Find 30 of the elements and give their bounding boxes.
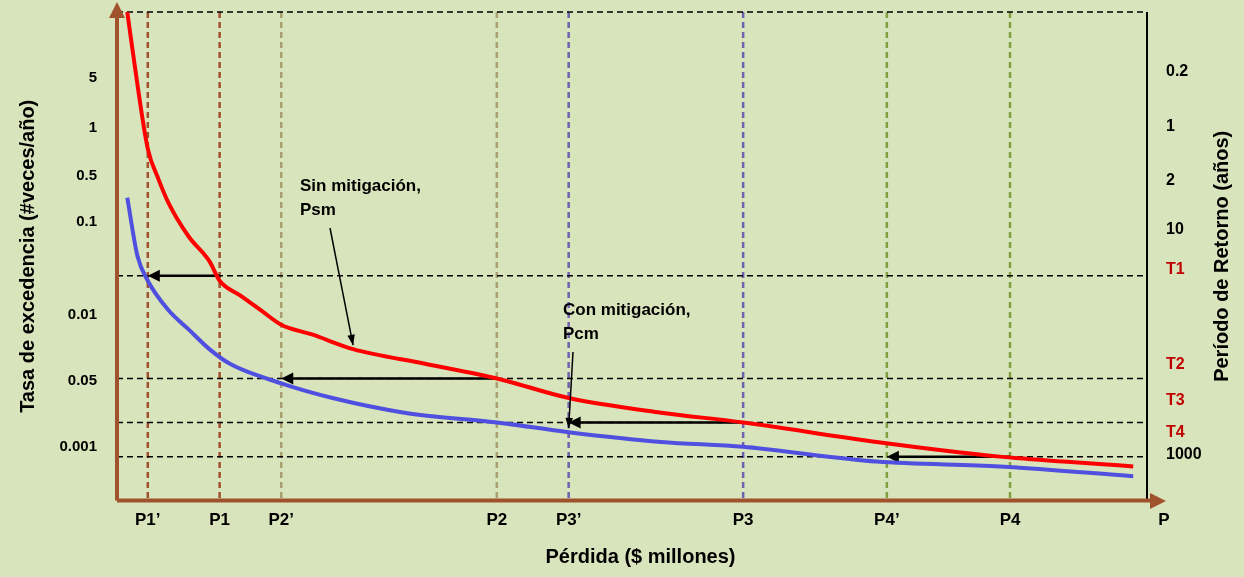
text: T3 (1166, 391, 1185, 409)
text: 0.5 (76, 166, 97, 184)
text: 10 (1166, 220, 1184, 238)
text: T4 (1166, 423, 1185, 441)
x-tick-label: P1’ (135, 510, 161, 530)
text: 1 (88, 118, 97, 136)
text: 1000 (1166, 445, 1202, 463)
y-axis-title: Tasa de excedencia (#veces/año) (15, 99, 38, 413)
x-tick-label: P2 (486, 510, 508, 530)
x-tick-label: P (1158, 510, 1170, 530)
text: 2 (1166, 171, 1175, 189)
y2-axis-title: Período de Retorno (años) (1209, 130, 1232, 382)
annotation: Con mitigación, Pcm (563, 299, 691, 343)
text: 1 (1166, 117, 1175, 135)
x-tick-label: P2’ (268, 510, 294, 530)
text: 0.05 (67, 371, 97, 389)
x-tick-label: P3 (732, 510, 754, 530)
x-tick-label: P1 (209, 510, 231, 530)
text: T1 (1166, 260, 1185, 278)
annotation: Sin mitigación, Psm (300, 175, 421, 219)
x-axis-title: Pérdida ($ millones) (545, 544, 736, 567)
text: 0.2 (1166, 62, 1189, 80)
text: 0.1 (76, 212, 97, 230)
text: 0.01 (67, 305, 97, 323)
x-tick-label: P4 (999, 510, 1021, 530)
x-tick-label: P4’ (874, 510, 900, 530)
text: T2 (1166, 355, 1185, 373)
text: 0.001 (59, 437, 97, 455)
text: 5 (88, 68, 97, 86)
x-tick-label: P3’ (555, 510, 582, 530)
